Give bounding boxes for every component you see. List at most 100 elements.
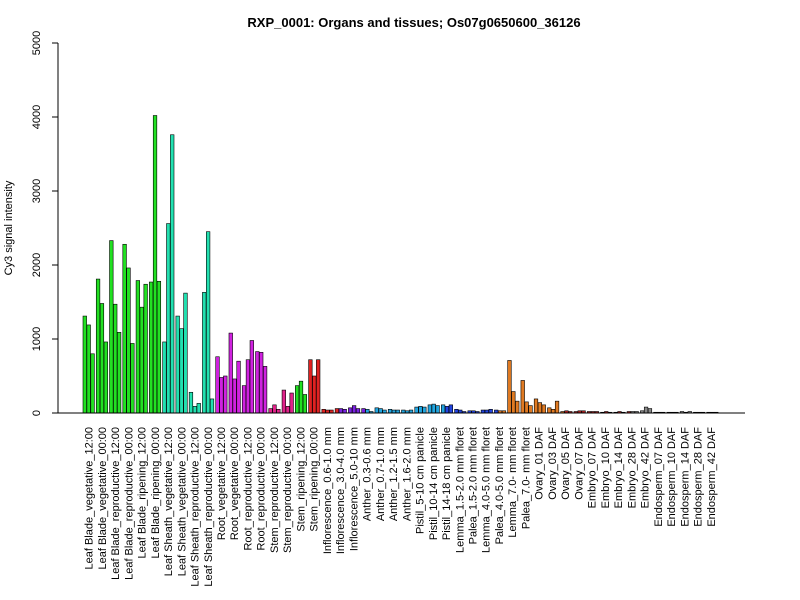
bar xyxy=(130,343,135,414)
bar xyxy=(342,408,347,414)
x-tick-label: Ovary_01 DAF xyxy=(534,427,546,500)
x-tick-labels: Leaf Blade_vegetative_12:00 Leaf Blade_ve… xyxy=(84,427,718,587)
x-tick-label: Root_reproductive_12:00 xyxy=(242,427,254,551)
bar xyxy=(262,366,268,414)
y-tick-label: 3000 xyxy=(31,179,43,203)
bar xyxy=(156,280,162,414)
x-tick-label: Inflorescence_5.0-10 mm xyxy=(348,427,360,551)
bar xyxy=(276,408,281,414)
bar xyxy=(162,341,167,414)
x-tick-label: Anther_1.6-2.0 mm xyxy=(401,427,413,521)
x-tick-label: Leaf Blade_vegetative_00:00 xyxy=(97,427,109,570)
x-tick-label: Lemma_4.0-5.0 mm floret xyxy=(481,427,493,553)
y-tick-label: 1000 xyxy=(31,327,43,351)
bar xyxy=(236,360,241,414)
bar xyxy=(524,401,529,414)
bar xyxy=(255,351,260,414)
x-tick-label: Anther_0.7-1.0 mm xyxy=(375,427,387,521)
bar xyxy=(295,385,300,414)
bar xyxy=(352,405,357,414)
x-tick-label: Inflorescence_3.0-4.0 mm xyxy=(335,427,347,554)
bar xyxy=(86,324,91,414)
bar xyxy=(82,315,87,414)
x-tick-label: Leaf Blade_ripening_12:00 xyxy=(137,427,149,559)
bar xyxy=(414,406,419,414)
bar xyxy=(422,406,427,414)
x-tick-label: Anther_0.3-0.6 mm xyxy=(362,427,374,521)
y-tick-label: 4000 xyxy=(31,105,43,129)
x-tick-label: Stem_reproductive_00:00 xyxy=(282,427,294,553)
bar xyxy=(143,283,148,414)
bar xyxy=(374,407,379,414)
x-tick-label: Stem_ripening_12:00 xyxy=(295,427,307,532)
bar xyxy=(289,392,294,414)
x-tick-label: Root_vegetative_12:00 xyxy=(216,427,228,540)
bar xyxy=(206,231,211,414)
bar xyxy=(192,406,197,414)
x-tick-label: Leaf Blade_reproductive_00:00 xyxy=(123,427,135,580)
x-tick-label: Endosperm_42 DAF xyxy=(706,427,718,527)
bar xyxy=(272,404,277,414)
bar xyxy=(170,134,175,414)
bar xyxy=(113,303,118,414)
bar xyxy=(444,406,450,414)
x-tick-label: Ovary_05 DAF xyxy=(560,427,572,500)
bar xyxy=(209,398,215,414)
bar xyxy=(219,377,224,414)
bars-group xyxy=(82,115,719,414)
bar xyxy=(122,243,127,414)
bar xyxy=(507,360,512,414)
bar xyxy=(135,280,140,414)
bar xyxy=(533,398,539,414)
x-tick-label: Root_reproductive_00:00 xyxy=(256,427,268,551)
bar xyxy=(418,406,423,414)
x-tick-label: Leaf Blade_reproductive_12:00 xyxy=(110,427,122,580)
bar xyxy=(338,408,343,414)
x-tick-label: Endosperm_28 DAF xyxy=(693,427,705,527)
x-tick-label: Ovary_07 DAF xyxy=(573,427,585,500)
bar xyxy=(454,408,459,414)
bar xyxy=(249,340,254,414)
x-tick-label: Embryo_42 DAF xyxy=(640,427,652,509)
x-tick-label: Lemma_7.0- mm floret xyxy=(507,427,519,538)
bar xyxy=(268,408,273,414)
x-tick-label: Leaf Blade_vegetative_12:00 xyxy=(84,427,96,570)
bar xyxy=(321,408,326,414)
bar xyxy=(378,408,383,414)
bar xyxy=(139,306,144,414)
bar xyxy=(188,391,194,414)
bar xyxy=(520,380,525,414)
bar xyxy=(511,391,516,414)
bar xyxy=(537,402,542,414)
bar xyxy=(232,378,237,414)
bar xyxy=(99,303,105,414)
bar xyxy=(312,375,317,414)
bar xyxy=(175,315,180,414)
bar xyxy=(166,223,171,414)
bar xyxy=(647,408,653,414)
bar xyxy=(259,352,264,414)
x-tick-label: Embryo_28 DAF xyxy=(626,427,638,509)
bar xyxy=(355,408,361,414)
bar xyxy=(302,394,307,414)
x-tick-label: Palea_4.0-5.0 mm floret xyxy=(494,427,506,544)
x-tick-label: Embryo_07 DAF xyxy=(587,427,599,509)
bar xyxy=(334,408,340,414)
bar xyxy=(316,359,321,414)
y-axis: 0 1000 2000 3000 4000 5000 xyxy=(31,31,59,416)
x-tick-label: Pistil_5-10 cm panicle xyxy=(415,427,427,534)
bar xyxy=(515,400,520,414)
bar xyxy=(126,267,131,414)
bar xyxy=(547,407,552,414)
bar xyxy=(488,408,493,414)
bar xyxy=(109,240,114,414)
y-axis-label: Cy3 signal intensity xyxy=(3,180,15,275)
x-tick-label: Endosperm_14 DAF xyxy=(679,427,691,527)
bar xyxy=(103,341,108,414)
x-tick-label: Leaf Sheath_reproductive_00:00 xyxy=(203,427,215,587)
y-tick-label: 5000 xyxy=(31,31,43,55)
bar xyxy=(196,403,201,414)
bar xyxy=(152,115,158,414)
